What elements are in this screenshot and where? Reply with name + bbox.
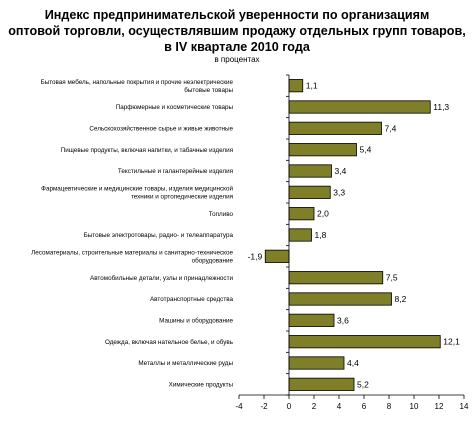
- value-label-6: 2,0: [317, 209, 329, 219]
- bar-12: [288, 335, 441, 349]
- x-tick-label-5: 6: [362, 402, 367, 411]
- category-label-12-0: Одежда, включая нательное белье, и обувь: [105, 338, 234, 346]
- chart-title-line-2: оптовой торговли, осуществлявшим продажу…: [8, 24, 466, 38]
- value-label-8: -1,9: [248, 251, 263, 261]
- value-label-3: 5,4: [360, 145, 372, 155]
- chart-title-line-1: Индекс предпринимательской уверенности п…: [44, 8, 430, 22]
- category-label-13-0: Металлы и металлические руды: [138, 360, 233, 367]
- x-tick-label-1: -2: [260, 402, 268, 411]
- category-label-8-0: Лесоматериалы, строительные материалы и …: [31, 250, 233, 257]
- category-label-0-0: Бытовая мебель, напольные покрытия и про…: [41, 78, 234, 86]
- x-tick-label-4: 4: [337, 402, 342, 411]
- category-label-14-0: Химические продукты: [169, 382, 234, 389]
- category-label-6-0: Топливо: [209, 211, 234, 218]
- category-label-2-0: Сельскохозяйственное сырье и живые живот…: [89, 125, 233, 133]
- category-label-0-1: бытовые товары: [184, 86, 233, 94]
- x-tick-label-2: 0: [287, 402, 292, 411]
- value-label-1: 11,3: [433, 102, 449, 112]
- category-label-1-0: Парфюмерные и косметические товары: [116, 104, 234, 111]
- bar-7: [288, 228, 312, 242]
- bar-3: [288, 143, 357, 157]
- value-label-10: 8,2: [395, 294, 407, 304]
- bar-4: [288, 164, 332, 178]
- category-label-3-0: Пищевые продукты, включая напитки, и таб…: [61, 146, 233, 154]
- bar-6: [288, 207, 315, 221]
- x-tick-label-6: 8: [387, 402, 392, 411]
- x-tick-label-0: -4: [235, 402, 243, 411]
- value-label-5: 3,3: [333, 187, 345, 197]
- value-label-7: 1,8: [315, 230, 327, 240]
- x-tick-label-9: 14: [460, 402, 469, 411]
- category-label-5-1: техники и ортопедические изделия: [131, 194, 233, 201]
- category-label-10-0: Автотранспортные средства: [150, 296, 234, 303]
- chart-subtitle: в процентах: [214, 55, 260, 64]
- category-label-7-0: Бытовые электротовары, радио- и телеаппа…: [84, 232, 234, 239]
- value-label-14: 5,2: [357, 379, 369, 389]
- value-label-12: 12,1: [443, 337, 460, 347]
- category-label-8-1: оборудование: [192, 257, 234, 265]
- value-label-9: 7,5: [386, 273, 398, 283]
- chart-title: Индекс предпринимательской уверенности п…: [0, 7, 474, 55]
- x-tick-label-3: 2: [312, 402, 317, 411]
- bar-2: [288, 121, 382, 135]
- bar-0: [288, 79, 304, 93]
- x-tick-label-8: 12: [435, 402, 444, 411]
- value-label-4: 3,4: [335, 166, 347, 176]
- value-label-13: 4,4: [347, 358, 359, 368]
- bar-8: [264, 249, 290, 263]
- value-label-2: 7,4: [385, 123, 397, 133]
- category-label-9-0: Автомобильные детали, узлы и принадлежно…: [90, 274, 233, 282]
- value-label-11: 3,6: [337, 315, 349, 325]
- chart-title-line-3: в IV квартале 2010 года: [164, 40, 310, 54]
- bar-5: [288, 185, 331, 199]
- bar-9: [288, 271, 384, 285]
- bar-10: [288, 292, 392, 306]
- category-label-11-0: Машины и оборудование: [159, 317, 233, 325]
- category-label-5-0: Фармацевтические и медицинские товары, и…: [41, 185, 233, 193]
- bar-11: [288, 313, 335, 327]
- bar-14: [288, 377, 355, 391]
- x-tick-label-7: 10: [410, 402, 419, 411]
- category-label-4-0: Текстильные и галантерейные изделия: [118, 167, 233, 175]
- bar-1: [288, 100, 431, 114]
- bar-13: [288, 356, 345, 370]
- value-label-0: 1,1: [306, 81, 318, 91]
